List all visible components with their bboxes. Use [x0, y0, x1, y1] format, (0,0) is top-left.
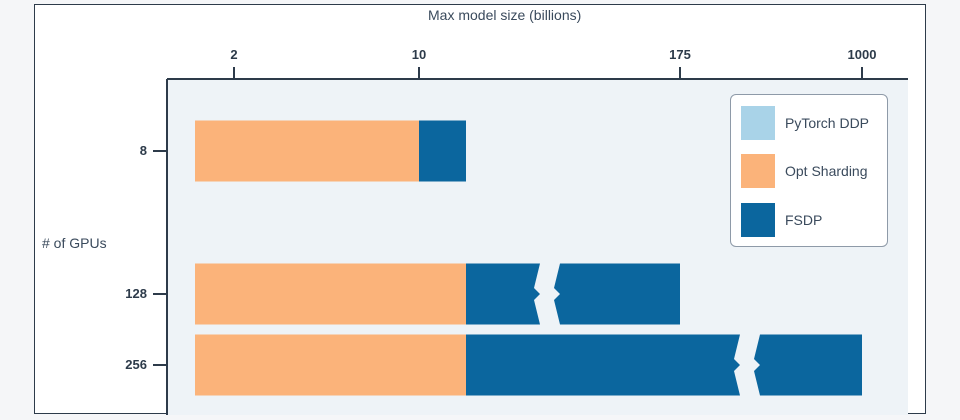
- legend-item-pytorch-ddp: PyTorch DDP: [741, 106, 869, 140]
- bar-opt-sharding-128: [195, 263, 466, 325]
- bar-fsdp-8: [419, 120, 466, 182]
- x-axis-title: Max model size (billions): [428, 7, 582, 23]
- x-tick-label-2: 175: [669, 47, 691, 62]
- legend-item-fsdp: FSDP: [741, 203, 822, 237]
- axis-break-256: [734, 334, 760, 396]
- bar-fsdp-256: [466, 334, 862, 396]
- y-axis-title: # of GPUs: [42, 235, 107, 251]
- legend-label-pytorch-ddp: PyTorch DDP: [785, 115, 870, 131]
- y-tick-label-2: 256: [125, 357, 147, 372]
- y-tick-label-1: 128: [125, 286, 147, 301]
- bar-opt-sharding-8: [195, 120, 419, 182]
- x-tick-label-3: 1000: [848, 47, 877, 62]
- axis-break-128: [534, 263, 560, 325]
- legend-swatch-opt-sharding: [741, 154, 775, 188]
- legend-item-opt-sharding: Opt Sharding: [741, 154, 868, 188]
- y-tick-label-0: 8: [140, 143, 147, 158]
- bar-opt-sharding-256: [195, 334, 466, 396]
- legend-label-fsdp: FSDP: [785, 212, 823, 228]
- legend-swatch-pytorch-ddp: [741, 106, 775, 140]
- legend: PyTorch DDP Opt Sharding FSDP: [730, 94, 888, 247]
- chart-frame: 2 10 175 1000 8 128 256: [34, 4, 926, 415]
- bar-fsdp-128: [466, 263, 680, 325]
- x-tick-label-1: 10: [412, 47, 426, 62]
- legend-swatch-fsdp: [741, 203, 775, 237]
- legend-label-opt-sharding: Opt Sharding: [785, 163, 868, 179]
- x-tick-label-0: 2: [230, 47, 237, 62]
